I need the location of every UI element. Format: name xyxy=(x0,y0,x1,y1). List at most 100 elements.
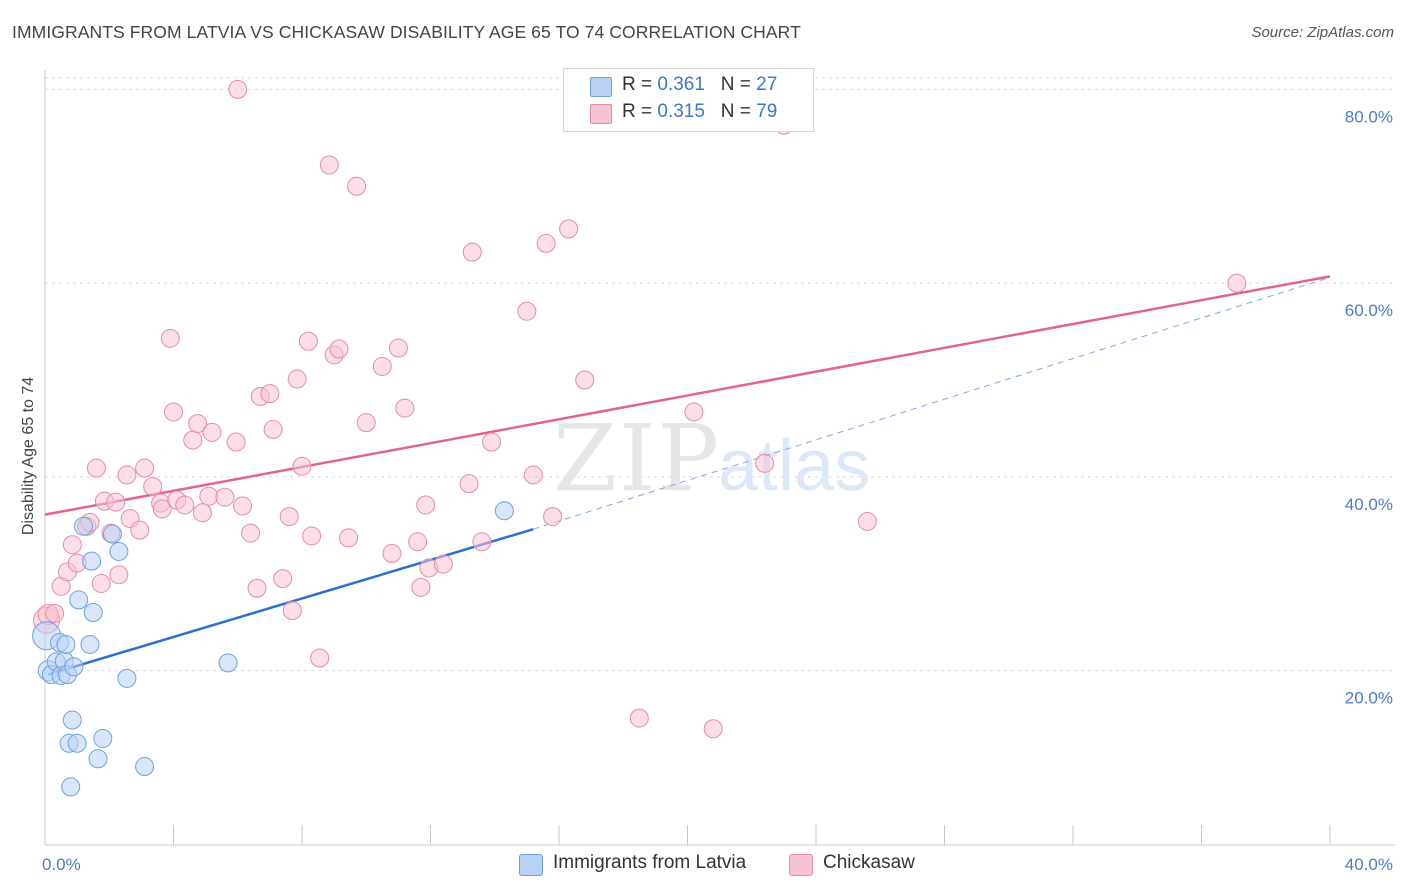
data-point-chickasaw xyxy=(45,603,65,623)
data-point-chickasaw xyxy=(339,528,359,548)
data-point-chickasaw xyxy=(117,465,137,485)
chart-title: IMMIGRANTS FROM LATVIA VS CHICKASAW DISA… xyxy=(12,22,801,42)
data-point-chickasaw xyxy=(857,511,877,531)
y-tick-label: 80.0% xyxy=(1345,107,1393,126)
grid-layer xyxy=(45,77,1395,672)
data-point-chickasaw xyxy=(226,432,246,452)
bottom-legend-swatch-latvia xyxy=(519,854,543,876)
legend-n-value-chickasaw: 79 xyxy=(756,101,778,122)
data-point-latvia xyxy=(56,634,76,654)
data-point-chickasaw xyxy=(459,474,479,494)
legend-n-label: N = xyxy=(720,74,757,95)
data-point-chickasaw xyxy=(241,523,261,543)
data-point-latvia xyxy=(88,749,108,769)
y-axis-title: Disability Age 65 to 74 xyxy=(20,377,37,535)
watermark-atlas: atlas xyxy=(718,426,870,506)
data-point-chickasaw xyxy=(536,233,556,253)
data-point-chickasaw xyxy=(543,507,563,527)
data-point-chickasaw xyxy=(152,499,172,519)
data-point-chickasaw xyxy=(517,301,537,321)
legend-swatch-chickasaw xyxy=(590,104,612,124)
bottom-legend-label-latvia: Immigrants from Latvia xyxy=(553,852,747,873)
data-point-chickasaw xyxy=(164,402,183,422)
data-point-latvia xyxy=(64,657,84,677)
x-tick-label: 0.0% xyxy=(42,855,81,874)
legend-n-label: N = xyxy=(720,101,757,122)
data-point-chickasaw xyxy=(135,458,155,478)
data-point-chickasaw xyxy=(188,414,208,434)
data-point-chickasaw xyxy=(298,331,318,351)
legend-n-value-latvia: 27 xyxy=(756,74,778,95)
data-point-chickasaw xyxy=(302,526,322,546)
axis-layer: 20.0% 40.0% 60.0% 80.0% 0.0% 40.0% xyxy=(42,70,1395,874)
data-point-chickasaw xyxy=(382,543,402,563)
data-point-chickasaw xyxy=(199,486,219,506)
source-credit: Source: ZipAtlas.com xyxy=(1251,24,1394,41)
watermark-zip: ZIP xyxy=(553,405,721,512)
correlation-legend: R = 0.361 N = 27 R = 0.315 N = 79 xyxy=(563,68,814,132)
data-point-chickasaw xyxy=(202,422,222,442)
point-layer xyxy=(32,79,1247,797)
data-point-chickasaw xyxy=(482,432,502,452)
legend-r-label: R = xyxy=(622,74,658,95)
data-point-chickasaw xyxy=(575,370,595,390)
data-point-chickasaw xyxy=(356,413,376,433)
data-point-chickasaw xyxy=(260,384,280,404)
data-point-chickasaw xyxy=(86,458,106,478)
data-point-chickasaw xyxy=(347,176,367,196)
data-point-chickasaw xyxy=(395,398,415,418)
trend-line-latvia-extrapolated xyxy=(533,276,1331,530)
data-point-chickasaw xyxy=(215,487,235,507)
bottom-legend-swatch-chickasaw xyxy=(789,854,813,876)
data-point-chickasaw xyxy=(462,242,482,262)
legend-r-value-latvia: 0.361 xyxy=(657,74,705,95)
data-point-chickasaw xyxy=(388,338,408,358)
data-point-chickasaw xyxy=(1227,273,1247,293)
data-point-chickasaw xyxy=(523,465,543,485)
data-point-latvia xyxy=(102,524,122,544)
data-point-latvia xyxy=(117,668,137,688)
data-point-chickasaw xyxy=(183,430,203,450)
data-point-latvia xyxy=(61,777,81,797)
data-point-latvia xyxy=(82,551,102,571)
y-tick-label: 20.0% xyxy=(1345,689,1393,708)
y-tick-label: 40.0% xyxy=(1345,495,1393,514)
x-tick-label: 40.0% xyxy=(1345,855,1393,874)
data-point-chickasaw xyxy=(703,719,723,739)
data-point-chickasaw xyxy=(130,520,150,540)
data-point-chickasaw xyxy=(319,155,339,175)
data-point-latvia xyxy=(80,634,100,654)
data-point-latvia xyxy=(83,603,103,622)
legend-swatch-latvia xyxy=(590,77,612,97)
data-point-latvia xyxy=(218,653,238,673)
data-point-chickasaw xyxy=(416,495,436,515)
data-point-latvia xyxy=(135,757,155,777)
data-point-chickasaw xyxy=(279,507,299,527)
data-point-chickasaw xyxy=(559,219,579,239)
data-point-chickasaw xyxy=(263,419,283,439)
legend-r-value-chickasaw: 0.315 xyxy=(657,101,705,122)
data-point-chickasaw xyxy=(472,532,492,552)
legend-r-label: R = xyxy=(622,101,658,122)
data-point-latvia xyxy=(109,541,129,561)
data-point-chickasaw xyxy=(109,565,129,585)
data-point-latvia xyxy=(67,733,87,753)
data-point-chickasaw xyxy=(175,495,195,515)
data-point-chickasaw xyxy=(143,477,163,497)
data-point-chickasaw xyxy=(228,79,248,99)
data-point-chickasaw xyxy=(372,356,392,376)
data-point-chickasaw xyxy=(329,339,349,359)
trend-line-chickasaw xyxy=(44,275,1331,516)
data-point-chickasaw xyxy=(273,569,293,589)
data-point-chickasaw xyxy=(755,453,775,473)
data-point-chickasaw xyxy=(106,492,126,512)
data-point-chickasaw xyxy=(233,496,253,516)
data-point-chickasaw xyxy=(247,578,267,598)
data-point-chickasaw xyxy=(192,503,212,523)
data-point-chickasaw xyxy=(684,402,704,422)
y-tick-label: 60.0% xyxy=(1345,301,1393,320)
data-point-chickasaw xyxy=(287,369,307,389)
data-point-latvia xyxy=(494,501,514,521)
data-point-chickasaw xyxy=(62,535,82,555)
